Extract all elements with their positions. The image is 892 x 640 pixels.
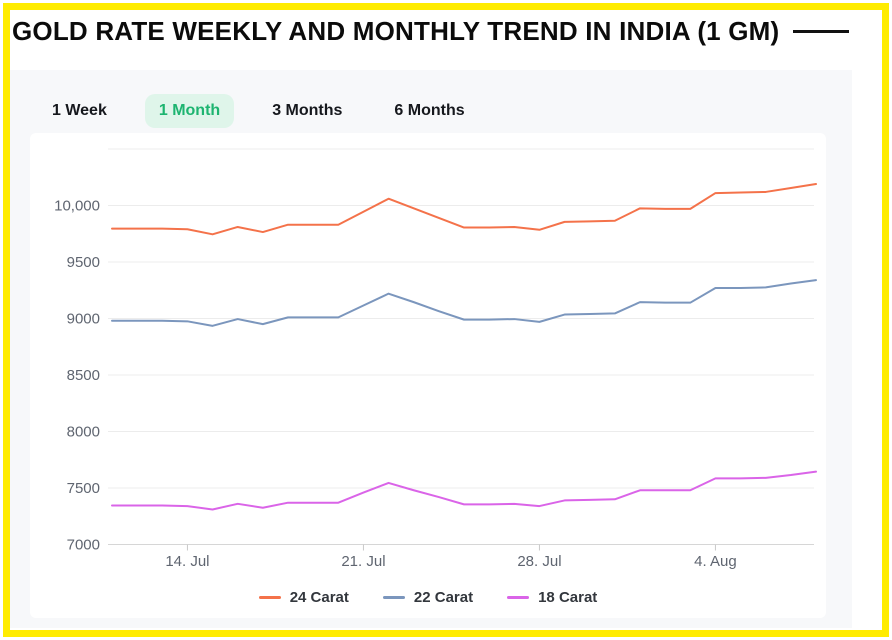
series-line-24-carat (111, 183, 818, 236)
page-header: GOLD RATE WEEKLY AND MONTHLY TREND IN IN… (12, 16, 850, 47)
gold-rate-line-chart: 7000 7500 8000 8500 9000 9500 10,000 14. Jul 21.… (54, 148, 818, 570)
x-axis-label: 21. Jul (341, 553, 385, 570)
period-tabs: 1 Week 1 Month 3 Months 6 Months (38, 94, 479, 128)
series-line-18-carat (111, 470, 818, 511)
chart-card: 7000 7500 8000 8500 9000 9500 10,000 14. Jul 21.… (30, 133, 826, 618)
legend-label: 22 Carat (413, 589, 474, 606)
x-axis-label: 4. Aug (694, 553, 737, 570)
legend-dash-icon (382, 596, 405, 599)
y-axis-label: 9000 (67, 311, 100, 328)
tab-1-month[interactable]: 1 Month (144, 94, 235, 128)
y-axis-label: 8000 (67, 424, 100, 441)
tab-1-week[interactable]: 1 Week (38, 94, 121, 128)
series-line-22-carat (111, 279, 818, 327)
x-axis-label: 28. Jul (517, 553, 561, 570)
title-dash-decoration (793, 30, 850, 33)
legend-dash-icon (507, 596, 530, 599)
y-axis-label: 8500 (67, 367, 100, 384)
y-axis-label: 9500 (67, 254, 100, 271)
page-title: GOLD RATE WEEKLY AND MONTHLY TREND IN IN… (12, 16, 780, 46)
tab-3-months[interactable]: 3 Months (258, 94, 356, 128)
y-axis-label: 7000 (67, 537, 100, 554)
x-axis-label: 14. Jul (165, 553, 209, 570)
y-axis-label: 7500 (67, 480, 100, 497)
legend-item-22-carat[interactable]: 22 Carat (382, 589, 474, 606)
legend-label: 24 Carat (289, 589, 349, 606)
y-axis-label: 10,000 (54, 198, 100, 215)
legend-label: 18 Carat (538, 589, 598, 606)
chart-panel: 1 Week 1 Month 3 Months 6 Months 7000 750… (10, 70, 852, 628)
legend-item-24-carat[interactable]: 24 Carat (258, 589, 349, 606)
chart-legend: 24 Carat 22 Carat 18 Carat (30, 589, 826, 606)
tab-6-months[interactable]: 6 Months (380, 94, 478, 128)
legend-item-18-carat[interactable]: 18 Carat (507, 589, 597, 606)
legend-dash-icon (258, 596, 281, 599)
